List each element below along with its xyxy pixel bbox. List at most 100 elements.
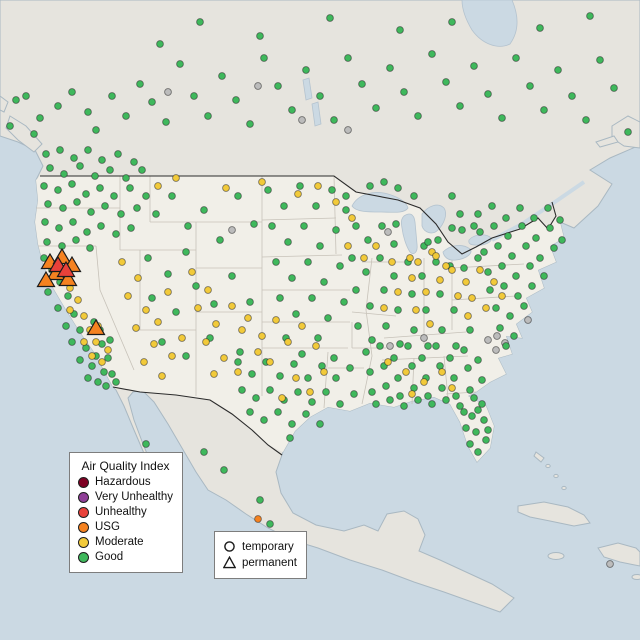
monitor-temporary-good[interactable] (144, 254, 152, 262)
monitor-temporary-good[interactable] (288, 106, 296, 114)
monitor-temporary-good[interactable] (496, 324, 504, 332)
monitor-temporary-moderate[interactable] (498, 292, 506, 300)
monitor-temporary-moderate[interactable] (298, 322, 306, 330)
monitor-temporary-good[interactable] (348, 254, 356, 262)
monitor-temporary-moderate[interactable] (394, 288, 402, 296)
monitor-temporary-good[interactable] (44, 200, 52, 208)
monitor-temporary-moderate[interactable] (118, 258, 126, 266)
monitor-temporary-good[interactable] (504, 232, 512, 240)
monitor-temporary-good[interactable] (83, 228, 91, 236)
monitor-temporary-good[interactable] (520, 302, 528, 310)
monitor-temporary-good[interactable] (424, 342, 432, 350)
monitor-temporary-good[interactable] (122, 174, 130, 182)
monitor-temporary-good[interactable] (260, 416, 268, 424)
monitor-temporary-moderate[interactable] (104, 346, 112, 354)
monitor-temporary-good[interactable] (22, 92, 30, 100)
monitor-temporary-good[interactable] (380, 286, 388, 294)
monitor-temporary-moderate[interactable] (168, 352, 176, 360)
monitor-temporary-good[interactable] (246, 298, 254, 306)
monitor-temporary-good[interactable] (304, 374, 312, 382)
monitor-temporary-good[interactable] (550, 244, 558, 252)
monitor-temporary-moderate[interactable] (408, 390, 416, 398)
monitor-temporary-good[interactable] (352, 222, 360, 230)
monitor-temporary-moderate[interactable] (490, 278, 498, 286)
monitor-temporary-good[interactable] (308, 294, 316, 302)
monitor-temporary-good[interactable] (478, 400, 486, 408)
monitor-temporary-good[interactable] (176, 60, 184, 68)
monitor-temporary-good[interactable] (73, 198, 81, 206)
monitor-temporary-good[interactable] (216, 236, 224, 244)
monitor-temporary-good[interactable] (316, 420, 324, 428)
monitor-temporary-good[interactable] (434, 236, 442, 244)
monitor-temporary-good[interactable] (422, 306, 430, 314)
monitor-temporary-good[interactable] (530, 214, 538, 222)
monitor-temporary-moderate[interactable] (420, 378, 428, 386)
monitor-temporary-no-data[interactable] (228, 226, 236, 234)
monitor-temporary-good[interactable] (54, 102, 62, 110)
monitor-temporary-good[interactable] (460, 408, 468, 416)
monitor-temporary-good[interactable] (410, 192, 418, 200)
monitor-temporary-good[interactable] (182, 248, 190, 256)
monitor-temporary-good[interactable] (332, 226, 340, 234)
monitor-temporary-good[interactable] (114, 150, 122, 158)
monitor-temporary-good[interactable] (276, 372, 284, 380)
monitor-temporary-good[interactable] (238, 386, 246, 394)
monitor-temporary-good[interactable] (218, 72, 226, 80)
monitor-temporary-moderate[interactable] (320, 368, 328, 376)
monitor-temporary-good[interactable] (596, 56, 604, 64)
monitor-temporary-moderate[interactable] (154, 318, 162, 326)
monitor-temporary-good[interactable] (260, 54, 268, 62)
monitor-temporary-good[interactable] (86, 244, 94, 252)
monitor-temporary-good[interactable] (84, 146, 92, 154)
monitor-temporary-good[interactable] (76, 356, 84, 364)
monitor-temporary-good[interactable] (55, 224, 63, 232)
monitor-temporary-good[interactable] (54, 186, 62, 194)
monitor-temporary-good[interactable] (117, 210, 125, 218)
monitor-temporary-moderate[interactable] (292, 374, 300, 382)
monitor-temporary-good[interactable] (156, 40, 164, 48)
monitor-temporary-moderate[interactable] (172, 174, 180, 182)
monitor-temporary-no-data[interactable] (484, 336, 492, 344)
monitor-temporary-good[interactable] (84, 374, 92, 382)
monitor-temporary-good[interactable] (200, 206, 208, 214)
monitor-temporary-good[interactable] (320, 278, 328, 286)
monitor-temporary-good[interactable] (324, 314, 332, 322)
monitor-temporary-good[interactable] (476, 228, 484, 236)
monitor-temporary-good[interactable] (470, 62, 478, 70)
monitor-temporary-good[interactable] (482, 436, 490, 444)
monitor-temporary-moderate[interactable] (258, 332, 266, 340)
monitor-temporary-good[interactable] (274, 82, 282, 90)
monitor-temporary-good[interactable] (6, 122, 14, 130)
monitor-temporary-good[interactable] (272, 258, 280, 266)
monitor-temporary-moderate[interactable] (258, 178, 266, 186)
monitor-temporary-good[interactable] (232, 96, 240, 104)
monitor-temporary-moderate[interactable] (408, 274, 416, 282)
monitor-temporary-good[interactable] (250, 220, 258, 228)
monitor-temporary-good[interactable] (142, 440, 150, 448)
monitor-temporary-good[interactable] (82, 190, 90, 198)
monitor-temporary-good[interactable] (492, 304, 500, 312)
monitor-temporary-good[interactable] (96, 184, 104, 192)
monitor-temporary-good[interactable] (442, 78, 450, 86)
monitor-temporary-good[interactable] (418, 272, 426, 280)
monitor-temporary-moderate[interactable] (80, 312, 88, 320)
monitor-temporary-good[interactable] (512, 54, 520, 62)
monitor-temporary-good[interactable] (87, 208, 95, 216)
monitor-temporary-good[interactable] (408, 290, 416, 298)
monitor-temporary-good[interactable] (396, 392, 404, 400)
monitor-temporary-good[interactable] (210, 300, 218, 308)
monitor-temporary-moderate[interactable] (244, 314, 252, 322)
monitor-temporary-good[interactable] (382, 322, 390, 330)
monitor-temporary-good[interactable] (108, 92, 116, 100)
monitor-temporary-good[interactable] (204, 112, 212, 120)
monitor-temporary-good[interactable] (286, 434, 294, 442)
monitor-temporary-good[interactable] (322, 388, 330, 396)
monitor-temporary-good[interactable] (36, 114, 44, 122)
monitor-temporary-moderate[interactable] (164, 288, 172, 296)
monitor-temporary-good[interactable] (414, 396, 422, 404)
monitor-temporary-good[interactable] (378, 222, 386, 230)
monitor-temporary-good[interactable] (404, 342, 412, 350)
monitor-temporary-moderate[interactable] (92, 338, 100, 346)
monitor-temporary-good[interactable] (544, 204, 552, 212)
monitor-temporary-good[interactable] (276, 294, 284, 302)
